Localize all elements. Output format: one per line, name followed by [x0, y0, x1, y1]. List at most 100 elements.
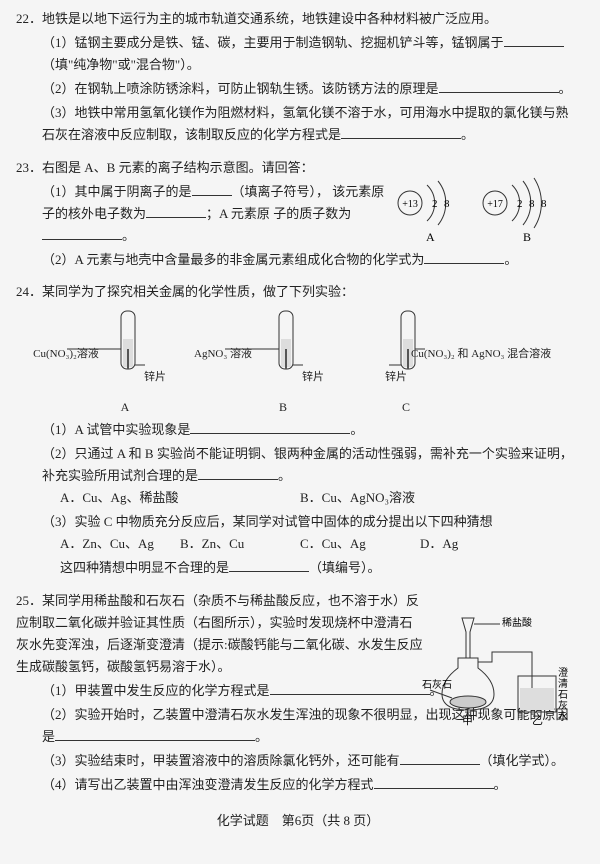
q24-options3: A．Zn、Cu、Ag B．Zn、Cu C．Cu、Ag D．Ag	[16, 533, 580, 555]
blank[interactable]	[270, 681, 430, 695]
q22-s1-tail: （填"纯净物"或"混合物"）。	[42, 57, 200, 72]
q22-s3-tail: 。	[461, 127, 474, 142]
blank[interactable]	[374, 775, 494, 789]
q22-s2-tail: 。	[559, 81, 572, 96]
q25-s3-tail: （填化学式）。	[480, 753, 565, 768]
atomB-s2: 8	[529, 198, 535, 210]
label-hcl: 稀盐酸	[502, 616, 532, 629]
q23-stem: 右图是 A、B 元素的离子结构示意图。请回答：	[42, 160, 314, 175]
opt-c: C．Cu、Ag	[300, 533, 420, 555]
q22-sub3: （3）地铁中常用氢氧化镁作为阻燃材料，氢氧化镁不溶于水，可用海水中提取的氯化镁与…	[16, 102, 580, 146]
tubes-row: Cu(NO₃)₂溶液 锌片 A AgNO₃ 溶液 锌片 B	[16, 303, 580, 417]
tube-c-label: C	[261, 397, 551, 417]
atomA-s1: 2	[432, 198, 438, 210]
blank[interactable]	[198, 466, 278, 480]
blank[interactable]	[504, 33, 564, 47]
apparatus-svg: 稀盐酸 澄 清 石 灰 水 石灰石 甲 乙	[422, 610, 572, 730]
blank[interactable]	[229, 558, 309, 572]
q24-stem: 某同学为了探究相关金属的化学性质，做了下列实验：	[42, 284, 354, 299]
question-24: 24．某同学为了探究相关金属的化学性质，做了下列实验： Cu(NO₃)₂溶液 锌…	[16, 281, 580, 580]
q23-s1b: （填离子符号），	[232, 184, 330, 199]
opt-a: A．Zn、Cu、Ag	[60, 533, 180, 555]
q25-stem: 某同学用稀盐酸和石灰石（杂质不与稀盐酸反应，也不溶于水）反应制取二氧化碳并验证其…	[16, 593, 423, 674]
question-25: 稀盐酸 澄 清 石 灰 水 石灰石 甲 乙 25．某同学用稀盐酸和石灰石（杂质不…	[16, 590, 580, 797]
q22-number: 22．	[16, 11, 42, 26]
blank[interactable]	[146, 204, 206, 218]
q25-sub3: （3）实验结束时，甲装置溶液中的溶质除氯化钙外，还可能有 （填化学式）。	[16, 750, 580, 772]
blank[interactable]	[55, 727, 255, 741]
q25-s4-text: （4）请写出乙装置中由浑浊变澄清发生反应的化学方程式	[42, 777, 374, 792]
q24-s2-text: （2）只通过 A 和 B 实验尚不能证明铜、银两种金属的活动性强弱，需补充一个实…	[42, 446, 573, 483]
blank[interactable]	[190, 420, 350, 434]
q22-s3-text: （3）地铁中常用氢氧化镁作为阻燃材料，氢氧化镁不溶于水，可用海水中提取的氯化镁与…	[42, 105, 569, 142]
tube-b-sol: AgNO₃ 溶液	[183, 345, 263, 364]
q23-s1a: （1）其中属于阴离子的是	[42, 184, 192, 199]
atomB-s1: 2	[517, 198, 523, 210]
q24-s1-tail: 。	[350, 422, 363, 437]
q24-s2-tail: 。	[278, 468, 291, 483]
opt-b: B．Cu、AgNO₃溶液	[300, 487, 540, 509]
q22-sub2: （2）在钢轨上喷涂防锈涂料，可防止钢轨生锈。该防锈方法的原理是 。	[16, 78, 580, 100]
page-footer: 化学试题 第6页（共 8 页）	[16, 810, 580, 832]
q25-sub4: （4）请写出乙装置中由浑浊变澄清发生反应的化学方程式 。	[16, 774, 580, 796]
blank[interactable]	[42, 226, 122, 240]
q25-diagram: 稀盐酸 澄 清 石 灰 水 石灰石 甲 乙	[422, 610, 572, 730]
q24-sub3c: 这四种猜想中明显不合理的是（填编号）。	[16, 557, 580, 579]
atomB-label: B	[523, 230, 531, 243]
blank[interactable]	[439, 79, 559, 93]
blank[interactable]	[424, 250, 504, 264]
q24-number: 24．	[16, 284, 42, 299]
atomA-center: +13	[402, 199, 418, 210]
atom-diagram: +13 2 8 A +17 2 8 8 B	[380, 173, 570, 243]
atomB-center: +17	[487, 199, 503, 210]
question-22: 22．地铁是以地下运行为主的城市轨道交通系统，地铁建设中各种材料被广泛应用。 （…	[16, 8, 580, 147]
q24-options2: A．Cu、Ag、稀盐酸 B．Cu、AgNO₃溶液	[16, 487, 580, 509]
blank[interactable]	[341, 125, 461, 139]
opt-a: A．Cu、Ag、稀盐酸	[60, 487, 300, 509]
q25-s1-text: （1）甲装置中发生反应的化学方程式是	[42, 683, 270, 698]
tube-a-sol: Cu(NO₃)₂溶液	[21, 345, 111, 364]
q23-s1f: 。	[122, 228, 135, 243]
q25-s2-tail: 。	[255, 729, 268, 744]
q23-s1d: ；A 元素原	[206, 206, 270, 221]
tube-c-sol: Cu(NO₃)₂ 和 AgNO₃ 混合溶液	[411, 345, 571, 364]
q25-number: 25．	[16, 593, 42, 608]
q24-sub3: （3）实验 C 中物质充分反应后，某同学对试管中固体的成分提出以下四种猜想	[16, 511, 580, 533]
q22-sub1: （1）锰钢主要成分是铁、锰、碳，主要用于制造钢轨、挖掘机铲斗等，锰钢属于 （填"纯…	[16, 32, 580, 76]
q25-s4-tail: 。	[494, 777, 507, 792]
tube-a-metal: 锌片	[95, 368, 215, 387]
tube-c: Cu(NO₃)₂ 和 AgNO₃ 混合溶液 锌片 C	[381, 307, 551, 417]
atomA-label: A	[426, 230, 435, 243]
q22-stem: 地铁是以地下运行为主的城市轨道交通系统，地铁建设中各种材料被广泛应用。	[42, 11, 497, 26]
q23-s2-tail: 。	[504, 252, 517, 267]
q25-s3-text: （3）实验结束时，甲装置溶液中的溶质除氯化钙外，还可能有	[42, 753, 400, 768]
blank[interactable]	[192, 182, 232, 196]
q24-s1-text: （1）A 试管中实验现象是	[42, 422, 190, 437]
q23-s2-text: （2）A 元素与地壳中含量最多的非金属元素组成化合物的化学式为	[42, 252, 424, 267]
tube-c-metal: 锌片	[311, 368, 481, 387]
svg-text:灰: 灰	[558, 699, 568, 712]
q22-s1-text: （1）锰钢主要成分是铁、锰、碳，主要用于制造钢轨、挖掘机铲斗等，锰钢属于	[42, 35, 504, 50]
label-yi: 乙	[532, 714, 543, 727]
opt-d: D．Ag	[420, 533, 540, 555]
svg-text:水: 水	[558, 711, 568, 723]
blank[interactable]	[400, 751, 480, 765]
question-23: 23．右图是 A、B 元素的离子结构示意图。请回答： +13 2 8 A +17…	[16, 157, 580, 271]
q24-s3-text: （3）实验 C 中物质充分反应后，某同学对试管中固体的成分提出以下四种猜想	[42, 514, 493, 529]
label-jia: 甲	[462, 715, 473, 727]
q23-number: 23．	[16, 160, 42, 175]
svg-text:清: 清	[558, 677, 568, 690]
svg-text:石: 石	[558, 690, 568, 701]
opt-b: B．Zn、Cu	[180, 533, 300, 555]
q24-sub2: （2）只通过 A 和 B 实验尚不能证明铜、银两种金属的活动性强弱，需补充一个实…	[16, 443, 580, 487]
q22-s2-text: （2）在钢轨上喷涂防锈涂料，可防止钢轨生锈。该防锈方法的原理是	[42, 81, 439, 96]
atom-svg: +13 2 8 A +17 2 8 8 B	[380, 173, 570, 243]
q23-sub2: （2）A 元素与地壳中含量最多的非金属元素组成化合物的化学式为 。	[16, 249, 580, 271]
q24-sub1: （1）A 试管中实验现象是 。	[16, 419, 580, 441]
atomB-s3: 8	[541, 198, 547, 210]
q23-s1e: 子的质子数为	[273, 206, 351, 221]
label-stone: 石灰石	[422, 678, 452, 691]
tube-a: Cu(NO₃)₂溶液 锌片 A	[65, 307, 185, 417]
q24-s3c-text: 这四种猜想中明显不合理的是	[60, 560, 229, 575]
tube-a-label: A	[65, 397, 185, 417]
